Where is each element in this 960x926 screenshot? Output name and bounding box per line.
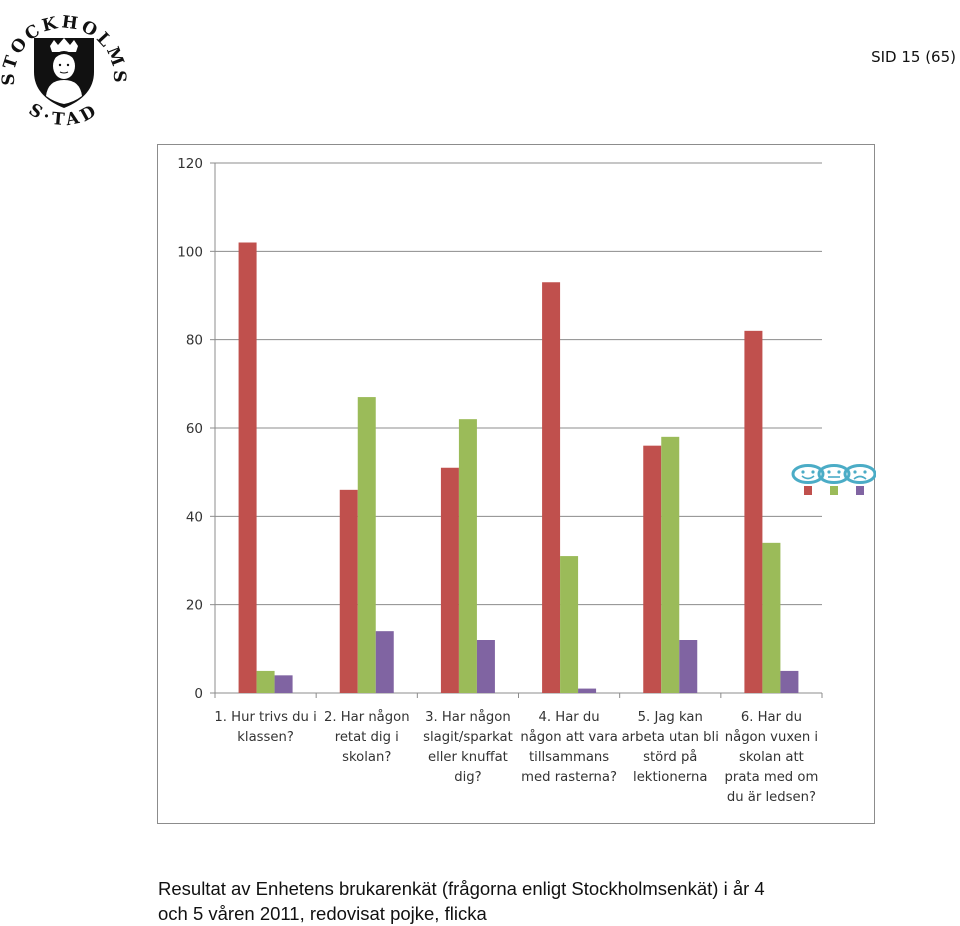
bar — [780, 670, 799, 693]
figure-caption: Resultat av Enhetens brukarenkät (frågor… — [158, 876, 948, 926]
bar-chart: 0 20 40 60 80 100 120 1. Hur trivs du i klassen?… — [177, 156, 876, 805]
y-tick-label: 0 — [194, 686, 203, 702]
page-number: SID 15 (65) — [871, 48, 956, 66]
bar — [762, 542, 781, 693]
bar — [578, 688, 597, 693]
x-category-label: 2. Har någon retat dig i skolan? — [324, 708, 410, 765]
bar — [542, 282, 561, 693]
x-category-label: 4. Har du någon att vara tillsammans med ra… — [520, 710, 617, 785]
bar — [661, 436, 680, 693]
y-tick-label: 20 — [186, 598, 203, 614]
neutral-face-icon — [817, 464, 851, 484]
bar — [679, 640, 698, 693]
bar — [238, 242, 257, 693]
bar — [744, 330, 763, 693]
bar — [357, 397, 376, 693]
bar — [476, 640, 495, 693]
y-tick-label: 100 — [177, 244, 203, 260]
stockholms-stad-logo: STOCKHOLMS S·TAD — [0, 12, 126, 130]
x-category-label: 6. Har du någon vuxen i skolan att prata me… — [725, 710, 819, 805]
sad-face-icon — [843, 464, 876, 484]
bar — [375, 631, 394, 693]
bar — [274, 675, 293, 693]
y-tick-label: 120 — [177, 156, 203, 172]
legend-swatch — [830, 486, 838, 495]
x-category-label: 1. Hur trivs du i klassen? — [214, 710, 316, 745]
legend-swatch — [804, 486, 812, 495]
bar — [458, 419, 477, 693]
y-tick-label: 60 — [186, 421, 203, 437]
bar — [643, 445, 662, 693]
caption-line-1: Resultat av Enhetens brukarenkät (frågor… — [158, 878, 765, 899]
bar — [560, 556, 579, 693]
legend-swatch — [856, 486, 864, 495]
y-tick-label: 40 — [186, 509, 203, 525]
bar — [339, 489, 358, 693]
y-tick-label: 80 — [186, 333, 203, 349]
bar — [256, 670, 275, 693]
caption-line-2: och 5 våren 2011, redovisat pojke, flick… — [158, 903, 487, 924]
x-category-label: 3. Har någon slagit/sparkat eller knuffat d… — [423, 708, 513, 785]
chart-area: 0 20 40 60 80 100 120 1. Hur trivs du i klassen?… — [157, 144, 876, 824]
happy-face-icon — [791, 464, 825, 484]
bar — [440, 467, 459, 693]
x-category-label: 5. Jag kan arbeta utan bli störd på lektion… — [622, 710, 719, 785]
